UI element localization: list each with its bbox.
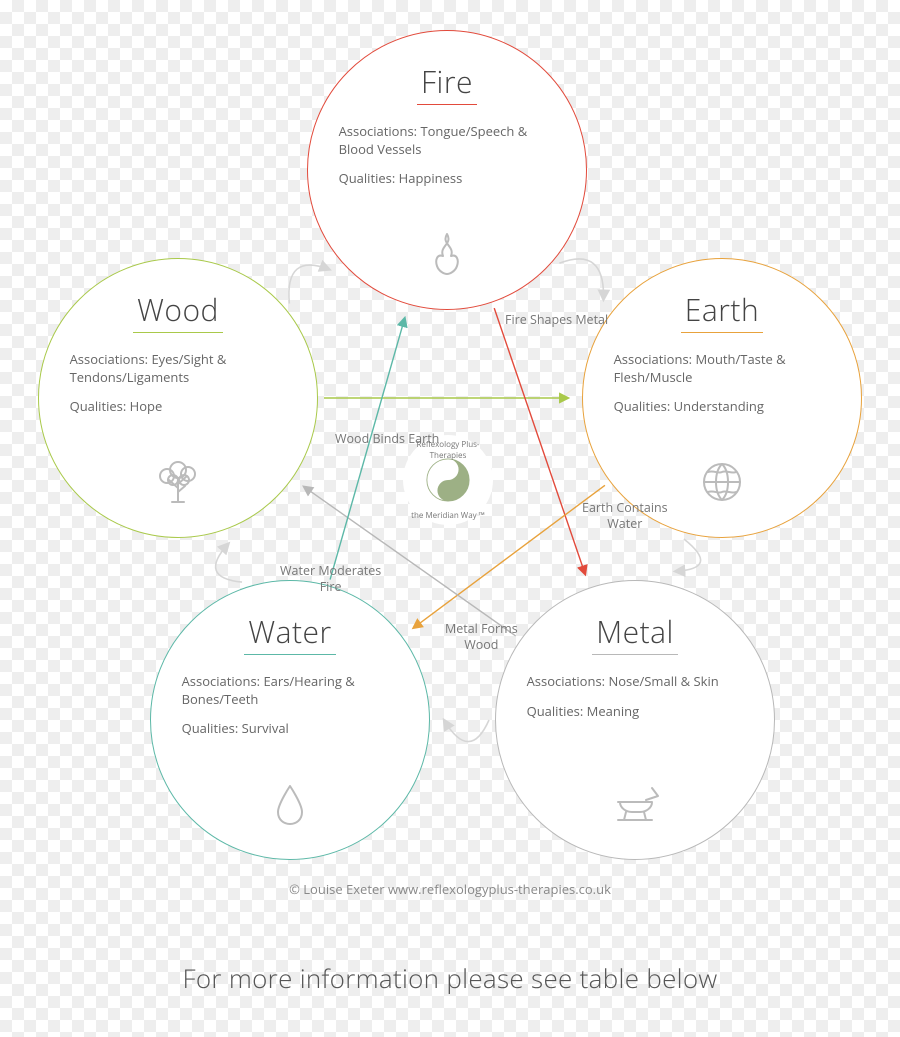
anvil-icon (608, 786, 662, 831)
drop-icon (274, 782, 306, 831)
node-wood-qual: Qualities: Hope (70, 398, 287, 416)
node-fire-qual: Qualities: Happiness (339, 170, 556, 188)
node-metal-body: Associations: Nose/Small & Skin Qualities… (527, 673, 744, 732)
node-fire-body: Associations: Tongue/Speech & Blood Vess… (339, 123, 556, 200)
tree-icon (155, 458, 201, 509)
node-water-body: Associations: Ears/Hearing & Bones/Teeth… (182, 673, 399, 750)
node-metal: Metal Associations: Nose/Small & Skin Qual… (495, 580, 775, 860)
node-water-title: Water (244, 611, 335, 655)
node-metal-qual: Qualities: Meaning (527, 703, 744, 721)
five-elements-diagram: Reflexology Plus-Therapies the Meridian … (0, 0, 900, 900)
node-earth-body: Associations: Mouth/Taste & Flesh/Muscle… (614, 351, 831, 428)
node-earth-assoc: Associations: Mouth/Taste & Flesh/Muscle (614, 351, 831, 386)
node-wood-assoc: Associations: Eyes/Sight & Tendons/Ligam… (70, 351, 287, 386)
node-metal-title: Metal (592, 611, 678, 655)
node-metal-assoc: Associations: Nose/Small & Skin (527, 673, 744, 691)
center-logo: Reflexology Plus-Therapies the Meridian … (403, 435, 493, 525)
logo-bottom-text: the Meridian Way ™ (403, 510, 493, 521)
node-earth-title: Earth (681, 289, 763, 333)
node-water-qual: Qualities: Survival (182, 720, 399, 738)
node-wood-title: Wood (133, 289, 223, 333)
edge-label-metal-wood: Metal Forms Wood (445, 621, 518, 652)
node-wood: Wood Associations: Eyes/Sight & Tendons/L… (38, 258, 318, 538)
node-fire: Fire Associations: Tongue/Speech & Blood … (307, 30, 587, 310)
node-fire-title: Fire (417, 61, 477, 105)
edge-label-fire-metal: Fire Shapes Metal (505, 312, 608, 328)
footer-text: For more information please see table be… (0, 960, 900, 996)
yin-yang-icon (426, 458, 470, 502)
copyright-text: © Louise Exeter www.reflexologyplus-ther… (0, 880, 900, 898)
node-fire-assoc: Associations: Tongue/Speech & Blood Vess… (339, 123, 556, 158)
node-earth: Earth Associations: Mouth/Taste & Flesh/M… (582, 258, 862, 538)
node-water-assoc: Associations: Ears/Hearing & Bones/Teeth (182, 673, 399, 708)
globe-icon (700, 460, 744, 509)
flame-icon (427, 230, 467, 281)
edge-label-wood-earth: Wood Binds Earth (335, 431, 439, 447)
node-water: Water Associations: Ears/Hearing & Bones/… (150, 580, 430, 860)
edge-label-earth-water: Earth Contains Water (582, 500, 668, 531)
edge-label-water-fire: Water Moderates Fire (280, 563, 381, 594)
node-earth-qual: Qualities: Understanding (614, 398, 831, 416)
node-wood-body: Associations: Eyes/Sight & Tendons/Ligam… (70, 351, 287, 428)
